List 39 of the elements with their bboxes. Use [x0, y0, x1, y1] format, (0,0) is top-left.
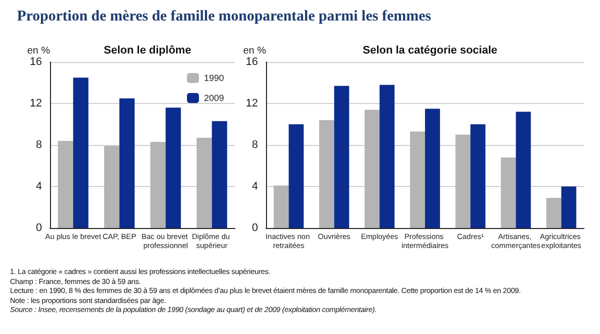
chart-title: Proportion de mères de famille monoparentale parmi les femmes: [17, 8, 432, 24]
bar: [274, 185, 289, 228]
bar: [561, 186, 576, 228]
bar: [150, 142, 166, 228]
bar: [546, 198, 562, 228]
bar: [104, 146, 120, 228]
y-axis-title: en %: [27, 46, 50, 56]
bar: [425, 108, 440, 228]
y-tick-label: 16: [246, 56, 258, 68]
y-tick-label: 0: [252, 222, 258, 234]
y-tick-label: 4: [36, 180, 42, 192]
bar: [319, 120, 334, 228]
y-tick-label: 4: [252, 180, 258, 192]
legend-label: 2009: [204, 93, 224, 103]
y-tick-label: 0: [36, 222, 42, 234]
y-axis-title: en %: [243, 46, 266, 56]
y-tick-label: 12: [246, 98, 258, 110]
bar: [288, 124, 304, 228]
bar: [212, 121, 228, 228]
bar: [58, 140, 74, 228]
bar: [516, 112, 531, 228]
bar: [500, 157, 516, 228]
bar: [334, 86, 350, 228]
bar: [410, 132, 425, 228]
y-tick-label: 8: [36, 139, 42, 151]
bar: [380, 84, 395, 228]
chart-subtitle: Selon le diplôme: [104, 44, 192, 56]
bar: [196, 138, 212, 228]
bar: [166, 108, 181, 228]
y-tick-label: 8: [252, 139, 258, 151]
bar: [455, 134, 470, 228]
bar: [364, 110, 380, 228]
bar: [119, 98, 135, 228]
legend-label: 1990: [204, 73, 224, 83]
chart-title: Selon la catégorie sociale: [362, 44, 498, 56]
y-tick-label: 12: [30, 98, 42, 110]
bar: [73, 78, 88, 228]
y-tick-label: 16: [30, 56, 42, 68]
bar: [470, 124, 486, 228]
